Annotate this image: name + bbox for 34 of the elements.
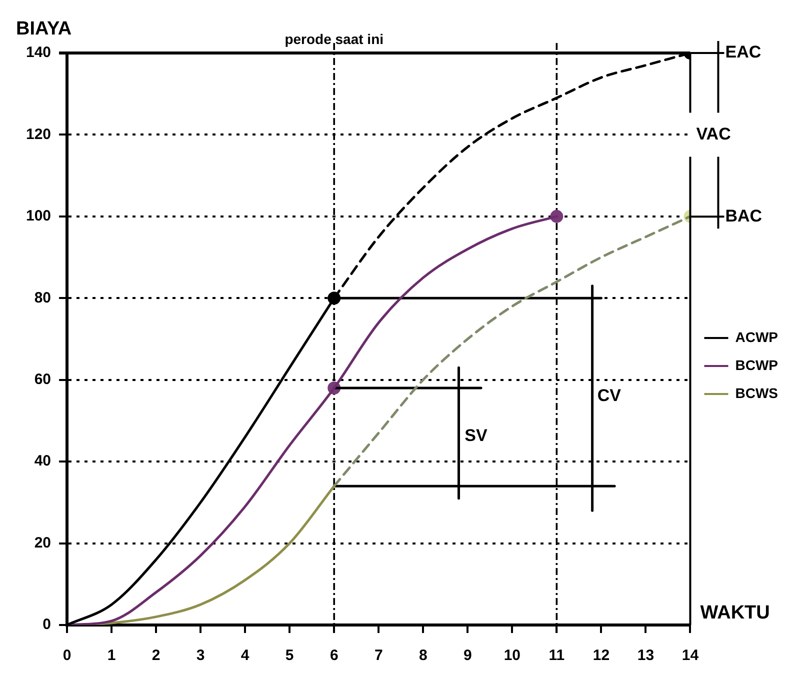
x-tick-label: 5	[285, 647, 294, 664]
annotation: CV	[597, 386, 622, 405]
x-axis-title: WAKTU	[700, 602, 770, 624]
x-tick-label: 14	[682, 647, 700, 664]
y-tick-label: 60	[34, 371, 52, 388]
x-tick-label: 4	[240, 647, 250, 664]
x-tick-label: 0	[62, 647, 72, 664]
y-tick-label: 100	[26, 208, 52, 225]
text: VAC	[696, 124, 731, 144]
y-tick-label: 40	[34, 452, 52, 470]
x-tick-label: 9	[463, 647, 472, 664]
text: BAC	[725, 206, 762, 226]
x-tick-label: 3	[196, 647, 205, 664]
x-tick-label: 2	[152, 647, 160, 664]
x-tick-label: 7	[374, 647, 383, 664]
legend-label: ACWP	[735, 328, 778, 345]
y-tick-label: 20	[34, 534, 52, 552]
ref-line-label: perode saat ini	[284, 30, 384, 47]
x-tick-label: 1	[107, 647, 116, 664]
x-tick-label: 8	[418, 647, 428, 664]
legend-label: BCWP	[735, 356, 778, 373]
x-tick-label: 11	[548, 647, 565, 664]
y-tick-label: 140	[26, 44, 52, 62]
x-tick-label: 12	[592, 647, 610, 664]
y-axis-title: BIAYA	[16, 18, 72, 40]
x-tick-label: 13	[637, 647, 654, 664]
x-tick-label: 6	[330, 647, 338, 664]
annotation: SV	[464, 426, 488, 445]
legend-label: BCWS	[735, 384, 778, 401]
y-tick-label: 0	[42, 616, 52, 634]
y-tick-label: 80	[34, 289, 52, 306]
x-tick-label: 10	[504, 647, 521, 664]
text: EAC	[725, 42, 762, 62]
y-tick-label: 120	[26, 126, 52, 143]
